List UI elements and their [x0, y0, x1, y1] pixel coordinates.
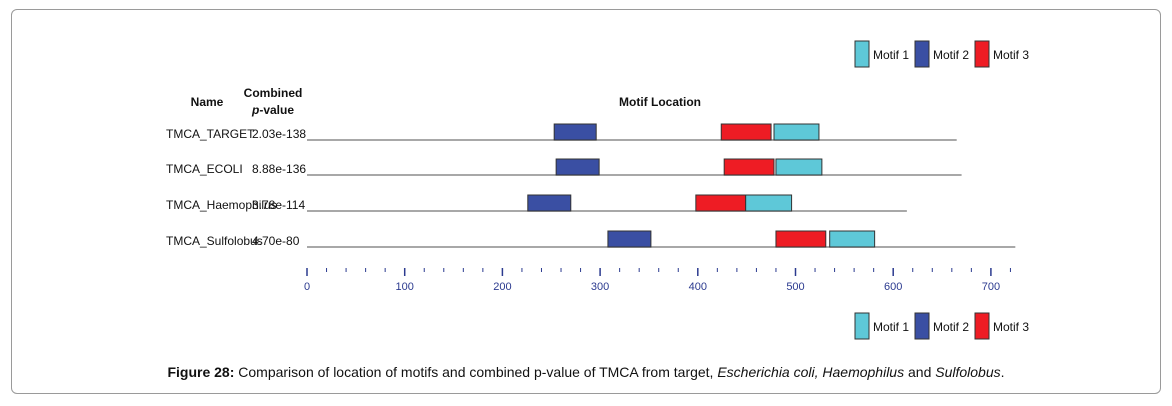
motif-block-motif-3	[775, 230, 827, 248]
sequence-pvalue: 8.88e-136	[252, 162, 306, 176]
motif-block-motif-1	[745, 194, 793, 212]
figure-caption: Figure 28: Comparison of location of mot…	[0, 364, 1172, 380]
motif-block-motif-1	[773, 123, 820, 141]
legend-label: Motif 3	[993, 320, 1029, 334]
motif-block-motif-3	[695, 194, 747, 212]
legend-swatch	[974, 312, 990, 340]
legend-swatch	[854, 312, 870, 340]
legend-label: Motif 3	[993, 48, 1029, 62]
caption-label: Figure 28:	[167, 364, 235, 380]
name-column-header: Name	[191, 95, 224, 109]
x-tick-label: 400	[689, 281, 707, 293]
legend-swatch	[974, 40, 990, 68]
legend-label: Motif 2	[933, 48, 969, 62]
sequence-row: TMCA_ECOLI 8.88e-136	[166, 158, 962, 176]
legend-swatch	[854, 40, 870, 68]
caption-text-3: .	[1000, 364, 1005, 380]
x-tick-label: 0	[304, 281, 310, 293]
x-tick-label: 300	[591, 281, 609, 293]
pvalue-italic-p: p	[251, 103, 259, 117]
sequence-pvalue: 2.03e-138	[252, 127, 306, 141]
sequence-pvalue: 3.78e-114	[252, 198, 305, 212]
motif-block-motif-1	[829, 230, 876, 248]
caption-text-2: and	[904, 364, 936, 380]
x-axis: 0 100 200 300 400 500 600 700	[304, 268, 1011, 293]
sequence-pvalue: 4.70e-80	[252, 234, 300, 248]
x-tick-label: 700	[982, 281, 1000, 293]
figure-frame	[11, 9, 1161, 394]
caption-italic-1: Escherichia coli, Haemophilus	[717, 364, 905, 380]
sequence-name: TMCA_ECOLI	[166, 162, 243, 176]
sequence-name: TMCA_Haemophilus	[166, 198, 277, 212]
x-tick-label: 100	[396, 281, 414, 293]
motif-block-motif-3	[723, 158, 775, 176]
motif-block-motif-2	[555, 158, 600, 176]
legend-bottom: Motif 1 Motif 2 Motif 3	[854, 312, 1029, 340]
sequence-name: TMCA_Sulfolobus	[166, 234, 263, 248]
legend-swatch	[914, 40, 930, 68]
legend-label: Motif 2	[933, 320, 969, 334]
pvalue-column-header-line1: Combined	[244, 86, 303, 100]
x-tick-label: 500	[786, 281, 804, 293]
motif-block-motif-3	[720, 123, 772, 141]
motif-block-motif-2	[553, 123, 597, 141]
motif-block-motif-2	[527, 194, 572, 212]
caption-italic-2: Sulfolobus	[935, 364, 1001, 380]
chart-title: Motif Location	[619, 95, 701, 109]
motif-block-motif-2	[607, 230, 652, 248]
sequence-name: TMCA_TARGET	[166, 127, 255, 141]
motif-chart: Name Combined p-value Motif Location TMC…	[166, 40, 1029, 340]
legend-label: Motif 1	[873, 48, 909, 62]
legend-top: Motif 1 Motif 2 Motif 3	[854, 40, 1029, 68]
pvalue-suffix: -value	[259, 103, 294, 117]
motif-block-motif-1	[775, 158, 823, 176]
pvalue-column-header-line2: p-value	[251, 103, 294, 117]
legend-label: Motif 1	[873, 320, 909, 334]
caption-text-1: Comparison of location of motifs and com…	[234, 364, 718, 380]
x-tick-label: 200	[493, 281, 511, 293]
x-tick-label: 600	[884, 281, 902, 293]
legend-swatch	[914, 312, 930, 340]
